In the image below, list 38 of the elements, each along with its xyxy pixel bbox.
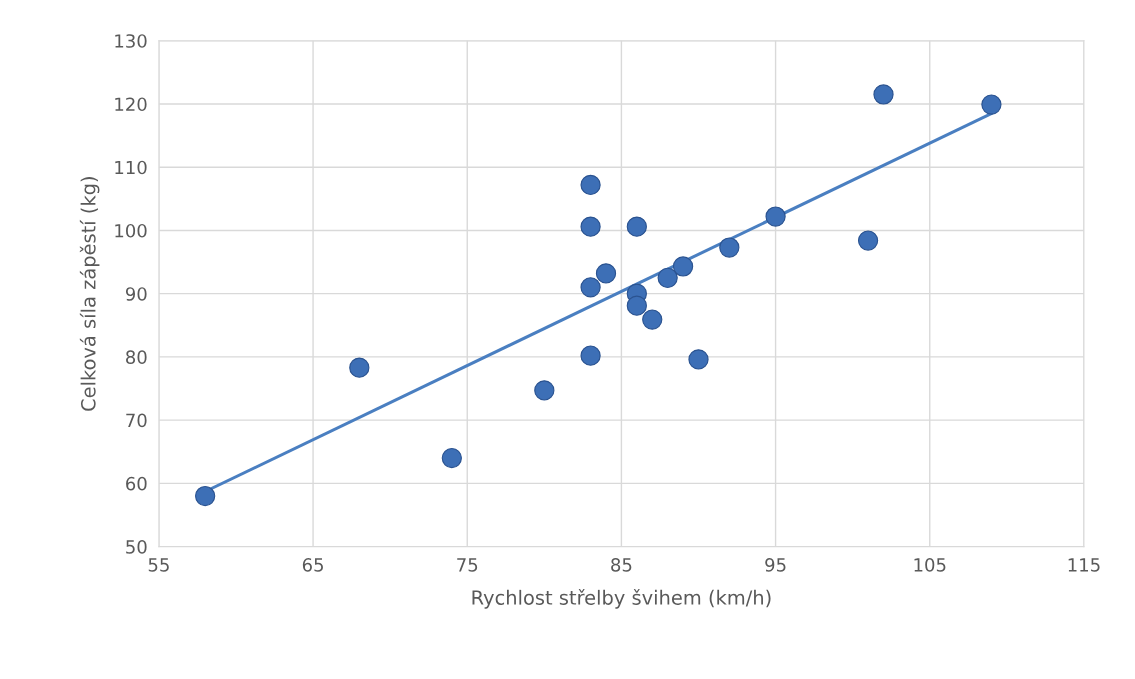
point: [534, 380, 555, 401]
point: [580, 277, 601, 298]
point: [626, 295, 647, 316]
point: [657, 267, 678, 288]
y-tick-label: 100: [115, 223, 147, 238]
y-tick-label: 110: [115, 160, 147, 175]
point: [441, 447, 462, 469]
x-tick-label: 95: [765, 558, 786, 572]
x-tick-label: 75: [457, 558, 478, 572]
point: [688, 349, 709, 370]
point: [580, 174, 601, 196]
y-tick-label: 70: [126, 413, 147, 428]
point: [719, 237, 740, 258]
x-tick-label: 65: [302, 558, 323, 572]
point: [595, 263, 617, 284]
point: [642, 309, 663, 330]
point: [349, 357, 370, 378]
y-axis-title: Celková síla zápěstí (kg): [79, 177, 100, 411]
point: [765, 206, 786, 227]
point: [195, 485, 216, 507]
x-tick-label: 105: [914, 558, 946, 572]
point: [580, 345, 601, 366]
point: [580, 216, 601, 237]
y-tick-label: 120: [115, 97, 147, 112]
point: [857, 230, 879, 251]
x-tick-label: 55: [148, 558, 169, 572]
x-axis-title: Rychlost střelby švihem (km/h): [472, 589, 771, 609]
y-tick-label: 60: [126, 476, 147, 491]
point: [981, 94, 1002, 115]
y-tick-label: 90: [125, 287, 147, 301]
y-tick-label: 130: [115, 34, 147, 48]
x-tick-label: 85: [611, 558, 632, 572]
point: [672, 256, 694, 277]
x-tick-label: 115: [1068, 558, 1100, 572]
point: [626, 216, 647, 237]
y-tick-label: 50: [126, 540, 147, 554]
point: [873, 84, 894, 105]
y-tick-label: 80: [126, 350, 147, 365]
